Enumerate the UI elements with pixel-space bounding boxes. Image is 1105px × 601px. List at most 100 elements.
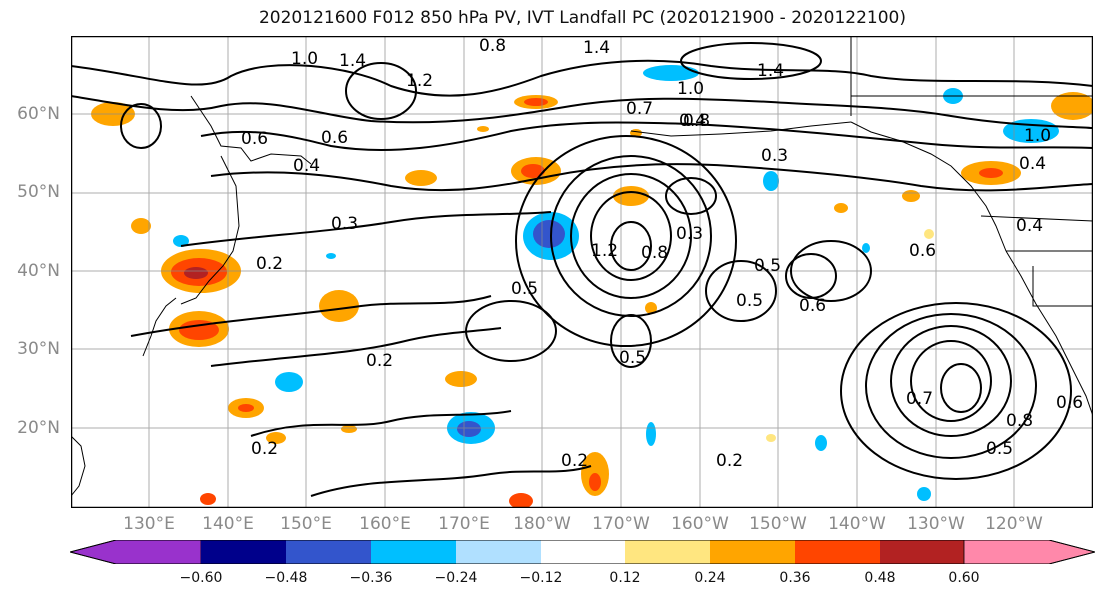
lat-label: 20°N [17, 418, 60, 438]
lat-label: 30°N [17, 339, 60, 359]
contour-label: 0.6 [1056, 393, 1083, 413]
lat-label: 40°N [17, 261, 60, 281]
coastlines [71, 36, 1093, 497]
map-title: 2020121600 F012 850 hPa PV, IVT Landfall… [258, 8, 906, 28]
contour-label: 0.7 [906, 389, 933, 409]
colorbar-tick-label: −0.36 [349, 570, 393, 586]
contour-label: 0.5 [619, 348, 646, 368]
contour-label: 0.3 [761, 146, 788, 166]
colorbar-segment [541, 540, 625, 564]
contours [71, 42, 1093, 497]
contour-label: 1.0 [291, 49, 318, 69]
colorbar-tick-label: −0.48 [264, 570, 308, 586]
contour-label: 0.2 [256, 254, 283, 274]
colorbar-tick-label: 0.60 [948, 570, 980, 586]
shade-negative [275, 372, 303, 392]
contour-label: 1.2 [591, 241, 618, 261]
lon-label: 140°E [202, 514, 254, 534]
contour-label: 1.4 [757, 61, 784, 81]
colorbar-tick-label: 0.24 [694, 570, 726, 586]
lon-label: 140°W [828, 514, 886, 534]
colorbar-tick-label: −0.12 [519, 570, 563, 586]
shade-negative [917, 487, 931, 501]
shade-negative [533, 220, 565, 248]
contour-label: 0.3 [331, 214, 358, 234]
colorbar-segment [456, 540, 541, 564]
contour-label: 0.6 [799, 296, 826, 316]
contour-label: 0.2 [251, 439, 278, 459]
shade-positive [834, 203, 848, 213]
lon-label: 120°W [985, 514, 1043, 534]
contour-label: 0.5 [511, 279, 538, 299]
contour-label: 0.5 [736, 291, 763, 311]
contour-label: 0.2 [716, 451, 743, 471]
lon-label: 130°W [907, 514, 965, 534]
lon-label: 160°W [671, 514, 729, 534]
shade-positive [200, 493, 216, 505]
lon-label: 170°W [592, 514, 650, 534]
shade-positive [405, 170, 437, 186]
shade-positive [645, 302, 657, 314]
contour-label: 0.6 [909, 241, 936, 261]
shade-positive [319, 290, 359, 322]
colorbar-segment [795, 540, 880, 564]
shade-positive [766, 434, 776, 442]
shade-positive [1051, 92, 1093, 120]
contour-label: 0.4 [679, 111, 706, 131]
colorbar-segment [286, 540, 371, 564]
colorbar-tick-label: 0.36 [779, 570, 811, 586]
contour-labels: 1.0 1.4 1.2 0.8 1.4 1.0 1.4 0.7 0.8 0.6 … [241, 36, 1083, 471]
contour-label: 1.2 [406, 71, 433, 91]
lat-label: 50°N [17, 182, 60, 202]
shade-positive [131, 218, 151, 234]
shade-positive [924, 229, 934, 239]
lon-label: 180°W [513, 514, 571, 534]
contour-label: 0.4 [293, 156, 320, 176]
colorbar-extend-low [70, 540, 202, 564]
shade-positive [238, 404, 254, 412]
shading-layer [91, 65, 1093, 508]
contour-label: 0.8 [479, 36, 506, 56]
shade-positive [445, 371, 477, 387]
contour-label: 0.8 [1006, 411, 1033, 431]
shade-negative [326, 253, 336, 259]
colorbar-segment [201, 540, 286, 564]
contour-label: 1.4 [583, 38, 610, 58]
shade-positive [266, 432, 286, 444]
colorbar-segment [710, 540, 795, 564]
shade-negative [646, 422, 656, 446]
shade-negative [815, 435, 827, 451]
contour-label: 0.7 [626, 99, 653, 119]
shade-positive [521, 164, 545, 178]
lat-label: 60°N [17, 104, 60, 124]
colorbar-segment [625, 540, 710, 564]
shade-positive [979, 168, 1003, 178]
shade-positive [341, 425, 357, 433]
contour-label: 0.6 [321, 128, 348, 148]
colorbar-extend-high [963, 540, 1095, 564]
map-panel: 1.0 1.4 1.2 0.8 1.4 1.0 1.4 0.7 0.8 0.6 … [71, 36, 1093, 508]
lon-label: 150°E [280, 514, 332, 534]
lon-label: 170°E [438, 514, 490, 534]
contour-label: 0.8 [641, 243, 668, 263]
shade-positive [902, 190, 920, 202]
map-frame [71, 36, 1093, 508]
shade-positive [524, 98, 548, 106]
shade-positive [477, 126, 489, 132]
shade-negative [763, 171, 779, 191]
contour-label: 0.3 [676, 224, 703, 244]
contour-label: 0.4 [1019, 154, 1046, 174]
colorbar-tick-label: −0.24 [434, 570, 478, 586]
shade-negative [457, 421, 481, 437]
contour-label: 0.5 [986, 439, 1013, 459]
contour-label: 1.0 [1024, 126, 1051, 146]
shade-positive [613, 186, 649, 206]
shade-negative [173, 235, 189, 247]
shade-positive [509, 493, 533, 508]
shade-positive [589, 473, 601, 491]
lon-label: 130°E [123, 514, 175, 534]
shade-positive [184, 267, 208, 279]
lon-label: 160°E [359, 514, 411, 534]
colorbar-tick-label: 0.48 [864, 570, 896, 586]
contour-label: 0.2 [366, 351, 393, 371]
